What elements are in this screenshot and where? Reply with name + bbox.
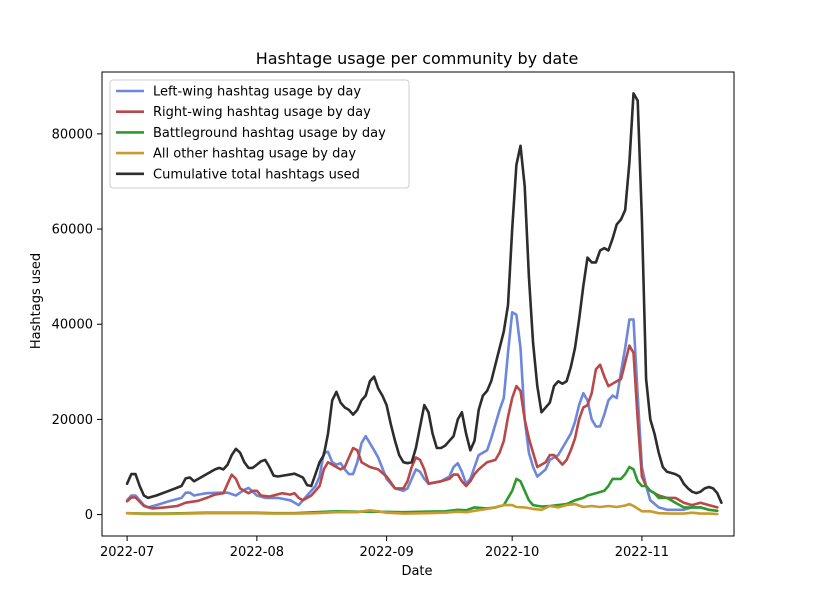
legend-label: Cumulative total hashtags used — [153, 167, 360, 182]
x-tick-label: 2022-09 — [359, 545, 413, 560]
y-tick-label: 40000 — [52, 318, 93, 333]
series-line-3 — [125, 502, 719, 516]
x-tick-label: 2022-07 — [100, 545, 154, 560]
plot-area: 2022-07 2022-08 2022-09 2022-10 2022-11 0 2000… — [52, 71, 735, 560]
y-axis-title: Hashtags used — [29, 253, 44, 349]
legend-box — [109, 79, 410, 189]
axes-frame — [101, 71, 735, 537]
x-tick-label: 2022-08 — [230, 545, 284, 560]
legend-label: Right-wing hashtag usage by day — [153, 105, 371, 120]
legend-label: Left-wing hashtag usage by day — [153, 85, 361, 100]
legend-label: All other hashtag usage by day — [153, 147, 356, 162]
legend: Left-wing hashtag usage by day Right-wing… — [109, 79, 410, 189]
y-tick-label: 80000 — [52, 127, 93, 142]
y-tick-label: 20000 — [52, 413, 93, 428]
x-tick-label: 2022-10 — [485, 545, 539, 560]
y-tick-label: 0 — [85, 508, 93, 523]
x-tick-label: 2022-11 — [615, 545, 669, 560]
x-axis-title: Date — [401, 564, 432, 579]
series-line-1 — [125, 344, 719, 510]
y-tick-label: 60000 — [52, 223, 93, 238]
legend-label: Battleground hashtag usage by day — [153, 126, 386, 141]
chart-title: Hashtage usage per community by date — [256, 49, 579, 68]
series-line-4 — [125, 92, 723, 505]
